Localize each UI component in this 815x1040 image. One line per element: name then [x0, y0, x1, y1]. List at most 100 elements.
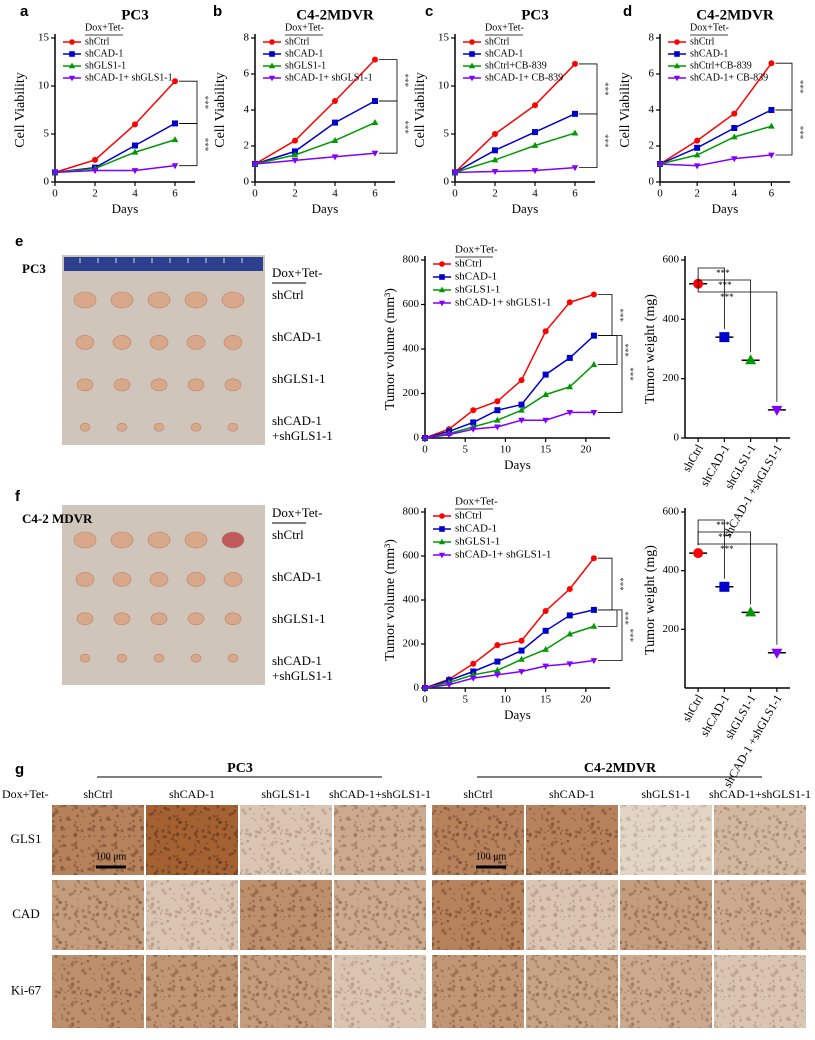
y-tick-label: 800: [403, 506, 420, 518]
data-point: [518, 401, 525, 408]
data-point: [494, 407, 501, 414]
data-point: [371, 150, 379, 157]
group-label: shCtrl: [272, 287, 304, 302]
y-axis-label: Cell Viability: [213, 72, 228, 148]
x-tick-label: 6: [572, 188, 578, 200]
legend-label: shCAD-1+ CB-839: [690, 72, 768, 83]
y-axis-label: Cell Viability: [413, 72, 428, 148]
data-point: [542, 328, 549, 335]
data-point: [331, 137, 339, 143]
series-line: [254, 152, 376, 165]
data-point: [469, 426, 477, 433]
significance: ***: [720, 292, 734, 302]
data-point: [518, 669, 525, 676]
legend-label: shGLS1-1: [455, 536, 500, 548]
y-tick-label: 800: [403, 254, 420, 266]
y-axis-label: Tumor volume (mm³): [383, 539, 398, 661]
x-tick-label: 6: [769, 188, 775, 200]
data-point: [451, 170, 459, 176]
legend-marker: [674, 51, 680, 57]
y-axis-label: Tumor volume (mm³): [383, 288, 398, 410]
legend-marker: [439, 513, 445, 519]
data-point: [491, 169, 499, 176]
data-point: [494, 658, 501, 665]
data-point: [542, 417, 549, 424]
column-label: shGLS1-1: [261, 787, 310, 801]
series-line: [54, 122, 176, 174]
panel-letter: g: [15, 761, 24, 778]
y-tick-label: 15: [438, 32, 450, 44]
data-point: [768, 60, 775, 67]
y-tick-label: 0: [44, 176, 50, 188]
ihc-texture: [240, 955, 332, 1028]
ihc-texture: [146, 880, 238, 950]
column-label: shCAD-1: [549, 787, 595, 801]
series-line: [424, 293, 595, 439]
ihc-texture: [52, 880, 144, 950]
y-tick-label: 2: [244, 140, 250, 152]
bracket: [597, 609, 623, 661]
data-point: [92, 156, 98, 163]
data-point: [470, 407, 477, 414]
tumor: [150, 378, 168, 392]
data-point: [532, 129, 538, 136]
panel-letter: a: [20, 3, 29, 20]
y-tick-label: 4: [244, 104, 250, 116]
data-point: [421, 435, 429, 442]
data-point: [171, 163, 179, 170]
data-point: [518, 377, 525, 384]
ihc-texture: [146, 955, 238, 1028]
significance: ***: [795, 80, 805, 94]
series-line: [454, 63, 576, 173]
y-tick-label: 0: [444, 176, 450, 188]
scale-bar-label: 100 μm: [96, 851, 127, 862]
bracket: [597, 335, 618, 365]
legend-label: shCAD-1: [455, 523, 497, 535]
ihc-texture: [240, 805, 332, 875]
data-point: [694, 144, 701, 151]
data-point: [172, 120, 178, 127]
significance: ***: [600, 134, 610, 148]
ihc-texture: [334, 805, 426, 875]
data-point: [590, 658, 598, 665]
data-point: [566, 299, 573, 306]
bracket: [597, 335, 623, 413]
data-point: [531, 168, 539, 175]
x-tick-label: shCtrl: [679, 441, 706, 474]
y-tick-label: 400: [403, 594, 420, 606]
y-tick-label: 200: [663, 372, 680, 384]
data-point: [291, 151, 299, 158]
y-axis-label: Tumor weight (mg): [643, 545, 658, 655]
ihc-texture: [526, 805, 618, 875]
x-axis-label: Days: [312, 201, 339, 216]
data-point: [518, 647, 525, 654]
significance: ***: [200, 96, 210, 110]
series-line: [254, 59, 376, 165]
series-line: [424, 625, 595, 689]
y-tick-label: 8: [649, 32, 655, 44]
photo-background: [62, 255, 265, 445]
data-point: [492, 147, 498, 154]
y-tick-label: 6: [649, 68, 655, 80]
x-tick-label: 0: [422, 444, 428, 456]
data-point: [590, 555, 597, 562]
x-axis-label: Days: [504, 707, 531, 722]
legend-marker: [438, 286, 446, 293]
series-line: [454, 132, 576, 174]
group-label: shCAD-1 +shGLS1-1: [272, 413, 333, 443]
data-point: [566, 630, 574, 637]
tumor: [186, 572, 206, 587]
bracket: [179, 123, 198, 167]
mean-marker: [745, 606, 757, 617]
tumor: [112, 335, 132, 350]
tumor: [186, 335, 206, 350]
significance: ***: [625, 628, 635, 642]
x-tick-label: 5: [462, 694, 468, 706]
legend-label: shCtrl: [690, 36, 715, 47]
ihc-texture: [620, 955, 712, 1028]
data-point: [132, 142, 138, 149]
tumor: [79, 422, 91, 432]
ihc-texture: [714, 880, 806, 950]
data-point: [518, 655, 525, 662]
tumor: [113, 378, 131, 392]
